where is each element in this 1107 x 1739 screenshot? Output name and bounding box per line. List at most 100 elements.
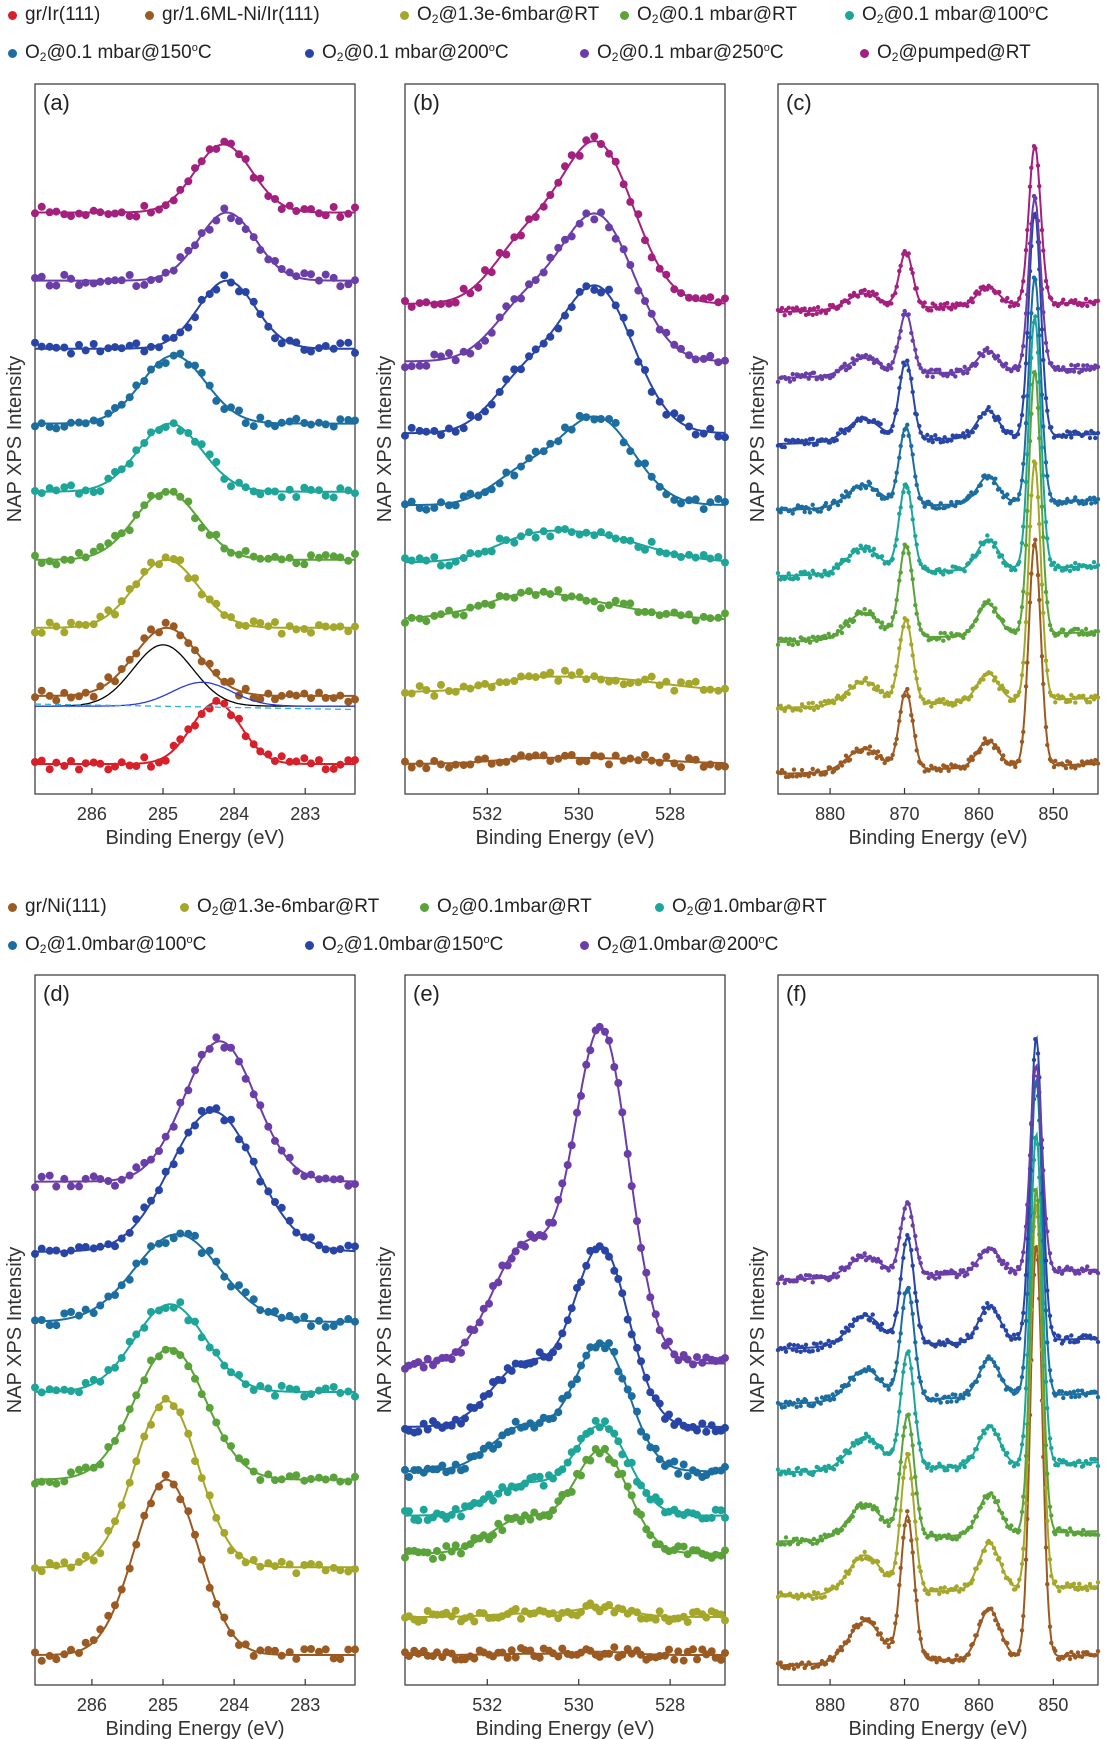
data-point: [132, 1540, 141, 1549]
data-point: [1067, 699, 1073, 704]
data-point: [561, 666, 569, 675]
data-point: [1035, 306, 1041, 311]
data-point: [893, 741, 898, 747]
data-point: [75, 620, 83, 629]
data-point: [96, 682, 105, 691]
data-point: [1069, 692, 1074, 698]
data-point: [227, 278, 235, 287]
data-point: [197, 710, 206, 718]
data-point: [271, 257, 279, 265]
data-point: [487, 400, 496, 409]
data-point: [679, 1460, 688, 1469]
data-point: [815, 1590, 821, 1596]
data-point: [721, 762, 729, 771]
data-point: [125, 761, 134, 770]
data-point: [1051, 1331, 1057, 1336]
data-point: [925, 1270, 930, 1276]
data-point: [212, 668, 221, 677]
data-point: [614, 1079, 623, 1087]
data-point: [819, 574, 825, 579]
data-point: [525, 352, 533, 361]
data-point: [220, 405, 229, 413]
data-point: [487, 485, 496, 494]
data-point: [31, 758, 39, 766]
data-point: [96, 612, 105, 621]
legend-marker: [655, 902, 664, 912]
data-point: [140, 1511, 149, 1520]
data-point: [590, 132, 599, 141]
data-point: [205, 381, 214, 390]
data-point: [1021, 589, 1026, 594]
data-point: [590, 751, 599, 760]
data-point: [235, 714, 243, 723]
data-point: [539, 447, 548, 456]
data-point: [466, 349, 475, 358]
data-point: [627, 1491, 636, 1500]
data-point: [415, 426, 424, 435]
data-point: [962, 631, 967, 637]
data-point: [842, 431, 847, 436]
data-point: [885, 1383, 890, 1388]
data-point: [997, 358, 1002, 364]
data-point: [953, 374, 958, 379]
data-point: [140, 567, 149, 576]
data-point: [894, 407, 899, 413]
data-point: [962, 1655, 967, 1661]
data-point: [45, 618, 54, 627]
data-point: [205, 595, 214, 604]
data-point: [902, 1242, 907, 1247]
data-point: [905, 358, 910, 363]
data-point: [264, 554, 273, 563]
data-point: [494, 1440, 503, 1449]
data-point: [905, 1233, 910, 1238]
data-point: [894, 736, 899, 742]
data-point: [457, 1512, 465, 1521]
data-point: [974, 684, 979, 689]
data-point: [1025, 227, 1030, 233]
data-point: [285, 1648, 294, 1657]
data-point: [906, 1518, 911, 1524]
data-point: [321, 551, 330, 560]
data-point: [834, 1527, 839, 1532]
data-point: [554, 1652, 563, 1661]
data-point: [662, 677, 671, 686]
data-point: [670, 759, 679, 768]
data-point: [910, 653, 915, 658]
data-point: [184, 1086, 193, 1095]
data-point: [938, 630, 943, 636]
data-point: [1053, 1337, 1058, 1343]
data-point: [1023, 1453, 1029, 1459]
series-4: [31, 419, 359, 502]
data-point: [220, 1613, 229, 1622]
data-point: [487, 601, 496, 609]
data-point: [264, 192, 273, 201]
data-point: [890, 752, 895, 758]
x-tick-label: 286: [77, 1695, 107, 1715]
data-point: [1069, 362, 1074, 368]
data-point: [31, 551, 39, 560]
data-point: [986, 598, 991, 603]
data-point: [811, 1590, 817, 1595]
data-point: [197, 295, 206, 304]
data-point: [169, 1234, 178, 1243]
data-point: [169, 196, 178, 205]
data-point: [917, 1375, 922, 1380]
data-point: [1053, 758, 1058, 764]
data-point: [329, 1473, 338, 1482]
data-point: [914, 748, 919, 753]
data-point: [256, 490, 265, 499]
data-point: [1015, 367, 1021, 373]
data-point: [993, 1618, 998, 1623]
data-point: [843, 1325, 849, 1330]
data-point: [205, 145, 214, 154]
data-point: [75, 1243, 83, 1252]
data-point: [906, 1412, 911, 1417]
data-point: [176, 426, 185, 435]
data-point: [1037, 183, 1042, 189]
data-point: [794, 573, 799, 578]
data-point: [721, 558, 729, 567]
data-point: [677, 678, 685, 687]
series-5: [401, 1242, 729, 1437]
data-point: [437, 352, 445, 361]
legend-item: O2@1.0mbar@100oC: [8, 934, 206, 956]
